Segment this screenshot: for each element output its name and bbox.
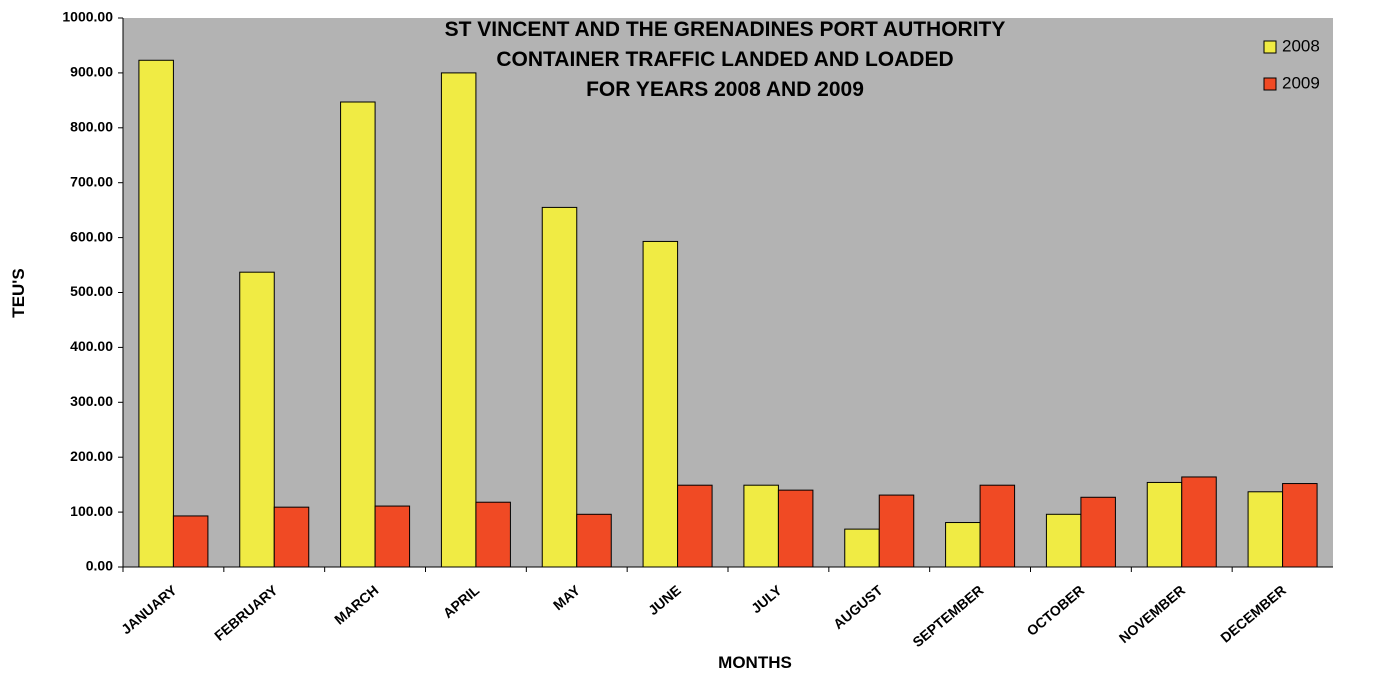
y-axis-title: TEU'S	[9, 268, 28, 317]
bar	[743, 484, 779, 568]
chart-title: FOR YEARS 2008 AND 2009	[586, 78, 864, 101]
bar	[541, 206, 578, 568]
chart-title: ST VINCENT AND THE GRENADINES PORT AUTHO…	[445, 18, 1006, 41]
bar	[1181, 476, 1217, 568]
x-axis-title: MONTHS	[718, 653, 792, 672]
bar	[1080, 496, 1116, 568]
legend-swatch	[1263, 40, 1277, 54]
y-tick-label: 0.00	[86, 558, 113, 574]
x-tick-label: JANUARY	[118, 581, 180, 637]
x-tick-label: APRIL	[440, 582, 483, 622]
x-tick-label: MAY	[550, 581, 584, 613]
bar	[844, 528, 880, 568]
y-tick-label: 500.00	[70, 283, 113, 299]
y-tick-label: 300.00	[70, 393, 113, 409]
bar	[1045, 513, 1082, 568]
y-tick-label: 800.00	[70, 119, 113, 135]
legend-label: 2009	[1282, 73, 1320, 92]
plot-area	[123, 18, 1333, 567]
y-tick-label: 900.00	[70, 64, 113, 80]
x-tick-label: MARCH	[331, 582, 381, 628]
legend-label: 2008	[1282, 36, 1320, 55]
bar	[273, 506, 310, 568]
bar	[440, 72, 477, 568]
bar	[677, 484, 713, 568]
y-tick-label: 200.00	[70, 448, 113, 464]
y-tick-label: 700.00	[70, 173, 113, 189]
bar	[1146, 481, 1183, 568]
bar	[642, 240, 679, 568]
x-tick-label: FEBRUARY	[211, 581, 281, 643]
chart-title: CONTAINER TRAFFIC LANDED AND LOADED	[496, 48, 953, 71]
bar	[172, 515, 209, 568]
y-tick-label: 100.00	[70, 503, 113, 519]
x-tick-label: NOVEMBER	[1116, 582, 1188, 646]
y-tick-label: 600.00	[70, 228, 113, 244]
x-tick-label: JULY	[748, 581, 785, 616]
bar	[340, 101, 376, 568]
bar	[945, 522, 981, 568]
x-tick-label: JUNE	[645, 582, 684, 618]
bar	[576, 513, 612, 568]
bar	[1282, 483, 1318, 568]
x-tick-label: OCTOBER	[1024, 582, 1088, 639]
bar	[878, 494, 915, 568]
x-tick-label: SEPTEMBER	[909, 582, 986, 650]
bar	[138, 59, 174, 568]
y-tick-label: 400.00	[70, 338, 113, 354]
bar	[475, 501, 511, 568]
bar	[239, 271, 275, 568]
y-tick-label: 1000.00	[62, 9, 113, 25]
bar	[777, 489, 814, 568]
bar	[979, 484, 1016, 568]
bar	[374, 505, 411, 568]
legend-swatch	[1263, 77, 1277, 91]
x-tick-label: DECEMBER	[1217, 582, 1289, 646]
bar	[1247, 491, 1284, 568]
x-tick-label: AUGUST	[830, 582, 886, 633]
